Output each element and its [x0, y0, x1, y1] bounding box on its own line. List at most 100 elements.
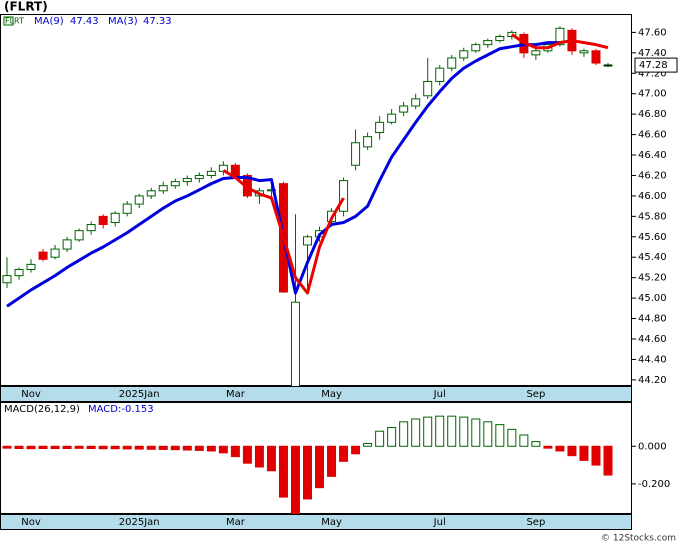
macd-bar — [26, 445, 36, 450]
macd-bar — [2, 445, 12, 449]
y-tick-label: 44.40 — [638, 354, 667, 365]
candle-body — [399, 105, 409, 113]
ma-line — [222, 169, 345, 295]
y-tick-label: 47.40 — [638, 48, 667, 59]
x-tick-label: May — [321, 389, 342, 400]
macd-bar — [531, 441, 541, 447]
macd-bar — [134, 445, 144, 450]
candle-body — [531, 50, 541, 56]
candle-body — [303, 236, 312, 246]
candle-body — [206, 170, 216, 176]
macd-value: MACD:-0.153 — [88, 404, 154, 415]
macd-bar — [290, 445, 300, 514]
y-tick-label: 47.60 — [638, 27, 667, 38]
macd-bar — [14, 445, 24, 450]
y-tick-label: 44.60 — [638, 334, 667, 345]
candle-body — [495, 35, 505, 42]
candle-body — [2, 275, 12, 284]
x-tick-label: 2025Jan — [119, 389, 160, 400]
y-tick-label: 45.80 — [638, 211, 667, 222]
macd-bar — [74, 445, 84, 449]
y-tick-label: 46.60 — [638, 130, 667, 141]
candle-body — [98, 215, 108, 226]
macd-bar — [507, 428, 517, 447]
last-price-box — [634, 57, 678, 73]
macd-bar — [459, 416, 469, 447]
candle-body — [62, 239, 72, 250]
macd-bar — [110, 445, 120, 450]
candle-body — [110, 212, 120, 223]
macd-bar — [555, 445, 565, 452]
candle-body — [363, 136, 373, 148]
macd-bar — [363, 442, 373, 447]
y-tick-label: 45.20 — [638, 273, 667, 284]
date-bar — [0, 386, 632, 402]
macd-bar — [447, 415, 457, 447]
candle-body — [38, 251, 48, 260]
macd-title: MACD(26,12,9) — [4, 404, 80, 415]
macd-bar — [423, 416, 433, 447]
x-tick-label: Nov — [21, 389, 41, 400]
candle-body — [74, 230, 84, 241]
candle-body — [447, 57, 457, 69]
candle-body — [459, 50, 469, 59]
macd-bar — [339, 445, 349, 462]
footer: © 12Stocks.com — [601, 534, 676, 544]
x-tick-label: Mar — [226, 389, 246, 400]
macd-bar — [146, 445, 156, 450]
macd-bar — [170, 445, 180, 451]
y-tick-label: 44.80 — [638, 314, 667, 325]
macd-bar — [543, 445, 553, 449]
macd-bar — [375, 430, 385, 447]
legend-symbol: FLRT — [5, 17, 24, 26]
y-tick-label: 46.20 — [638, 170, 667, 181]
macd-bar — [351, 445, 361, 455]
x-tick-label: Sep — [526, 389, 545, 400]
x-tick-label: Jul — [433, 389, 446, 400]
candle-body — [375, 121, 385, 134]
y-tick-label: 45.00 — [638, 293, 667, 304]
candle-body — [26, 263, 36, 270]
macd-bar — [591, 445, 601, 466]
y-tick-label: 46.40 — [638, 150, 667, 161]
macd-bar — [242, 445, 252, 464]
macd-bar — [194, 445, 204, 451]
macd-bar — [98, 445, 108, 450]
macd-bar — [315, 445, 325, 489]
macd-bar — [62, 445, 72, 450]
candle-body — [182, 178, 192, 183]
legend-label: MA(3) — [108, 16, 138, 27]
y-tick-label: 46.80 — [638, 109, 667, 120]
candle-body — [411, 98, 421, 107]
candle-body — [230, 164, 240, 176]
macd-bar — [399, 421, 409, 447]
y-tick-label: -0.200 — [638, 479, 670, 490]
date-bar — [0, 514, 632, 530]
candle-body — [339, 180, 349, 212]
macd-bar — [303, 445, 312, 500]
macd-bar — [411, 418, 421, 447]
candle-body — [122, 203, 132, 214]
macd-bar — [387, 426, 397, 447]
macd-bar — [519, 434, 529, 447]
candle-body — [170, 181, 180, 187]
macd-bar — [38, 445, 48, 450]
legend-value: 47.43 — [70, 16, 99, 27]
candle-body — [194, 174, 204, 180]
macd-bar — [254, 445, 264, 468]
candle-body — [134, 195, 144, 205]
candle-body — [555, 27, 565, 46]
macd-bar — [50, 445, 60, 450]
candle-body — [579, 50, 589, 54]
macd-bar — [435, 415, 445, 447]
candle-body — [423, 80, 433, 97]
y-tick-label: 47.20 — [638, 68, 667, 79]
macd-bar — [86, 445, 96, 450]
plot — [2, 415, 613, 514]
macd-bar — [182, 445, 192, 451]
macd-bar — [603, 445, 613, 476]
y-tick-label: 45.40 — [638, 252, 667, 263]
macd-bar — [495, 424, 505, 447]
legend-swatch — [3, 16, 14, 26]
plot — [2, 26, 613, 386]
